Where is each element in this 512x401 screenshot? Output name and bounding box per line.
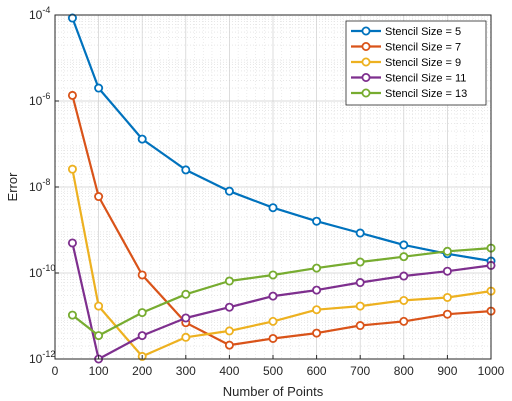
- data-point: [94, 192, 104, 202]
- x-tick-label: 700: [350, 364, 370, 378]
- data-point: [312, 328, 322, 338]
- data-point: [67, 13, 77, 23]
- x-tick-label: 300: [176, 364, 196, 378]
- data-point: [224, 302, 234, 312]
- data-point: [137, 308, 147, 318]
- y-tick-exponent: -6: [42, 91, 50, 101]
- data-point: [181, 165, 191, 175]
- data-point: [268, 333, 278, 343]
- data-point: [312, 216, 322, 226]
- data-point: [268, 270, 278, 280]
- y-tick-label: 10-8: [29, 177, 50, 194]
- data-point: [224, 186, 234, 196]
- y-tick-label: 10-10: [29, 263, 55, 280]
- data-point: [399, 316, 409, 326]
- data-point: [355, 301, 365, 311]
- data-point: [224, 340, 234, 350]
- x-axis-label: Number of Points: [223, 384, 324, 399]
- data-point: [67, 238, 77, 248]
- legend-label: Stencil Size = 9: [385, 57, 461, 69]
- x-tick-label: 1000: [478, 364, 505, 378]
- x-tick-label: 0: [52, 364, 59, 378]
- legend: Stencil Size = 5 Stencil Size = 7 Stencil …: [345, 20, 487, 106]
- data-point: [442, 266, 452, 276]
- legend-label: Stencil Size = 5: [385, 26, 461, 38]
- x-tick-label: 900: [437, 364, 457, 378]
- data-point: [355, 257, 365, 267]
- legend-label: Stencil Size = 11: [385, 73, 466, 85]
- y-tick-exponent: -10: [42, 263, 55, 273]
- data-point: [181, 332, 191, 342]
- data-point: [399, 271, 409, 281]
- series-4: [67, 238, 496, 364]
- data-point: [355, 321, 365, 331]
- legend-swatch-marker: [361, 88, 371, 98]
- x-tick-label: 200: [132, 364, 152, 378]
- data-point: [355, 228, 365, 238]
- y-tick-mantissa: 10: [29, 8, 43, 22]
- data-point: [224, 276, 234, 286]
- data-point: [312, 285, 322, 295]
- y-tick-label: 10-4: [29, 5, 50, 22]
- y-tick-label: 10-6: [29, 91, 50, 108]
- data-point: [94, 331, 104, 341]
- series-layer: [67, 13, 496, 364]
- axis-ticks: [54, 14, 492, 360]
- x-tick-labels: 0 100 200 300 400 500 600 700 800 900 1000: [52, 364, 505, 378]
- y-tick-exponent: -8: [42, 177, 50, 187]
- x-tick-label: 100: [89, 364, 109, 378]
- data-point: [268, 316, 278, 326]
- y-tick-exponent: -4: [42, 5, 50, 15]
- data-point: [442, 292, 452, 302]
- data-point: [399, 252, 409, 262]
- data-point: [224, 326, 234, 336]
- series-5: [67, 243, 496, 341]
- data-point: [137, 270, 147, 280]
- data-point: [442, 309, 452, 319]
- x-tick-label: 400: [219, 364, 239, 378]
- data-point: [137, 331, 147, 341]
- data-point: [67, 164, 77, 174]
- data-point: [312, 305, 322, 315]
- y-tick-mantissa: 10: [29, 94, 43, 108]
- x-tick-label: 500: [263, 364, 283, 378]
- y-tick-mantissa: 10: [29, 352, 43, 366]
- data-point: [312, 263, 322, 273]
- y-axis-label: Error: [5, 172, 20, 202]
- data-point: [399, 295, 409, 305]
- data-point: [94, 301, 104, 311]
- data-point: [355, 278, 365, 288]
- data-point: [268, 203, 278, 213]
- data-point: [181, 289, 191, 299]
- data-point: [67, 310, 77, 320]
- legend-label: Stencil Size = 13: [385, 88, 467, 100]
- x-tick-label: 800: [394, 364, 414, 378]
- data-point: [268, 291, 278, 301]
- data-point: [399, 240, 409, 250]
- data-point: [67, 90, 77, 100]
- y-tick-mantissa: 10: [29, 266, 43, 280]
- y-tick-mantissa: 10: [29, 180, 43, 194]
- legend-swatch-marker: [361, 57, 371, 67]
- legend-swatch-marker: [361, 26, 371, 36]
- x-tick-label: 600: [307, 364, 327, 378]
- y-tick-label: 10-12: [29, 349, 55, 366]
- legend-label: Stencil Size = 7: [385, 42, 461, 54]
- data-point: [94, 83, 104, 93]
- legend-swatch-marker: [361, 73, 371, 83]
- data-point: [137, 134, 147, 144]
- data-point: [442, 246, 452, 256]
- y-tick-exponent: -12: [42, 349, 55, 359]
- legend-swatch-marker: [361, 42, 371, 52]
- series-2: [67, 90, 496, 350]
- data-point: [181, 313, 191, 323]
